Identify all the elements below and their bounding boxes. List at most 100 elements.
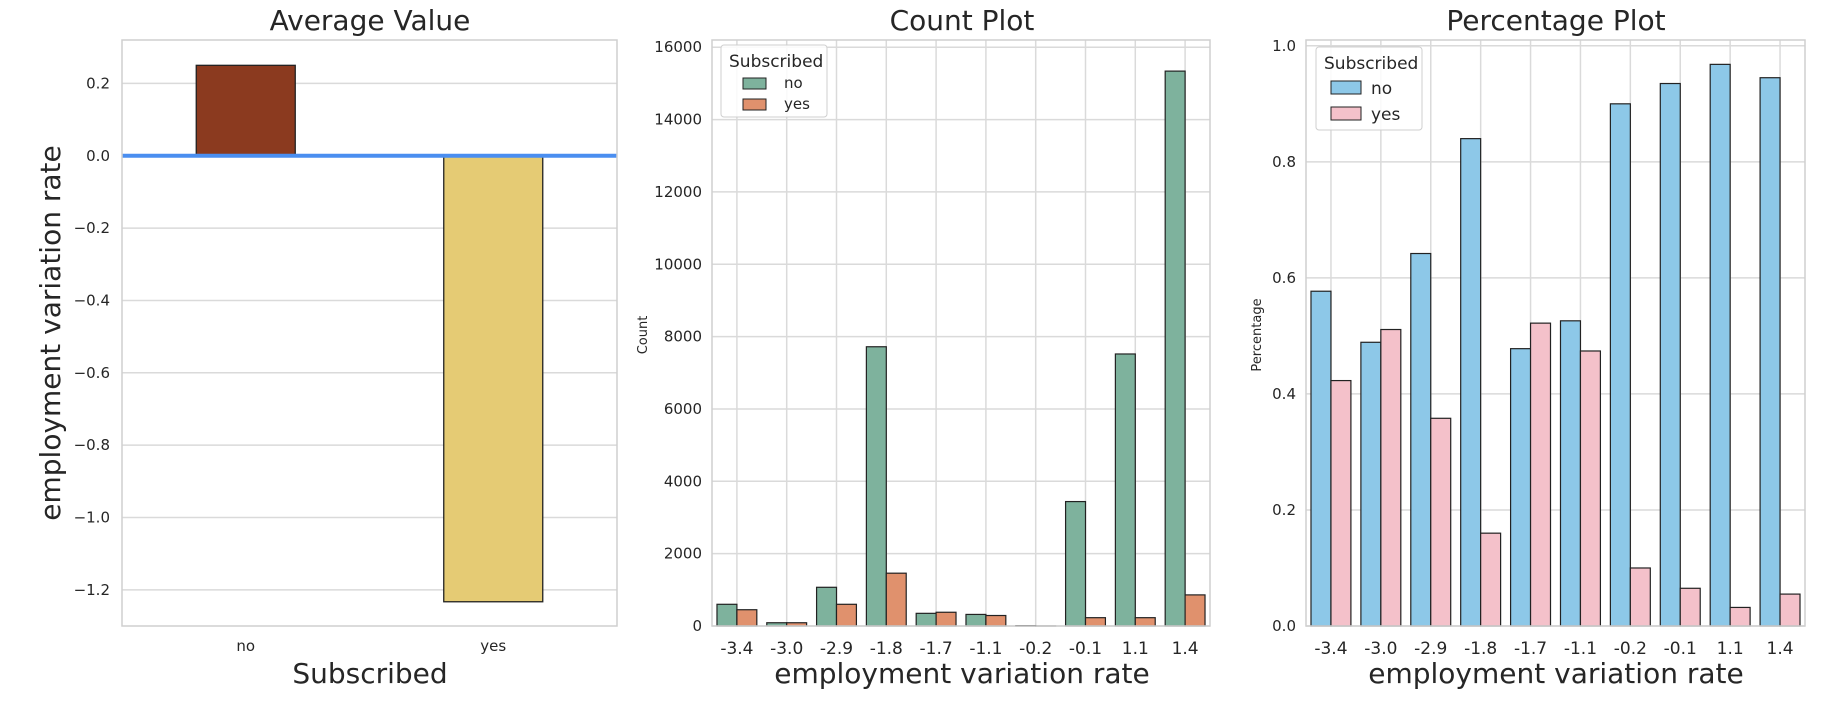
count-bar-yes	[986, 616, 1006, 626]
count-x-tick-label: -1.8	[870, 639, 903, 659]
count-bar-no	[966, 614, 986, 626]
pct-bar-no	[1560, 321, 1580, 626]
count-legend-label-no: no	[784, 74, 803, 92]
pct-legend-label-no: no	[1371, 79, 1392, 99]
avg-y-tick-label: −0.6	[74, 364, 110, 382]
count-x-tick-label: -0.2	[1019, 639, 1052, 659]
count-y-tick-label: 12000	[654, 183, 702, 201]
count-y-tick-label: 16000	[654, 38, 702, 56]
pct-x-tick-label: -0.1	[1664, 639, 1697, 659]
count-legend-swatch-no	[743, 78, 766, 89]
pct-y-tick-label: 1.0	[1272, 37, 1296, 55]
pct-x-tick-label: -0.2	[1614, 639, 1647, 659]
count-bar-yes	[1185, 595, 1205, 626]
count-bar-no	[1066, 502, 1086, 626]
average-value-bars	[122, 65, 617, 601]
count-bar-no	[717, 604, 737, 626]
pct-bar-yes	[1381, 330, 1401, 626]
average-value-x-ticks: no yes	[236, 637, 506, 655]
count-bar-no	[866, 347, 886, 626]
avg-x-tick-label: yes	[480, 637, 506, 655]
pct-bar-no	[1710, 64, 1730, 626]
percentage-plot-title: Percentage Plot	[1446, 4, 1665, 37]
pct-x-tick-label: 1.1	[1717, 639, 1744, 659]
pct-y-tick-label: 0.8	[1272, 153, 1296, 171]
percentage-plot-x-label: employment variation rate	[1368, 657, 1743, 690]
average-value-title: Average Value	[270, 4, 471, 37]
average-value-y-label: employment variation rate	[34, 145, 67, 520]
pct-bar-no	[1461, 139, 1481, 626]
count-bar-yes	[1086, 618, 1106, 626]
count-plot-bars	[717, 71, 1205, 626]
count-bar-yes	[837, 604, 857, 626]
pct-x-tick-label: -3.4	[1314, 639, 1347, 659]
count-x-tick-label: 1.4	[1172, 639, 1199, 659]
pct-bar-no	[1311, 291, 1331, 626]
pct-bar-yes	[1680, 588, 1700, 626]
percentage-plot-bars	[1311, 64, 1800, 626]
avg-y-tick-label: −0.2	[74, 219, 110, 237]
count-plot-x-label: employment variation rate	[774, 657, 1149, 690]
percentage-plot-legend: Subscribed no yes	[1316, 47, 1422, 130]
average-value-y-ticks: 0.20.0−0.2−0.4−0.6−0.8−1.0−1.2	[74, 74, 110, 598]
pct-bar-no	[1610, 104, 1630, 626]
pct-bar-yes	[1531, 323, 1551, 626]
pct-legend-swatch-no	[1331, 81, 1361, 94]
pct-x-tick-label: 1.4	[1767, 639, 1794, 659]
pct-bar-no	[1361, 342, 1381, 626]
count-y-tick-label: 0	[692, 617, 702, 635]
average-value-x-label: Subscribed	[292, 657, 447, 690]
count-bar-no	[1165, 71, 1185, 626]
pct-bar-yes	[1431, 418, 1451, 626]
percentage-plot-y-label: Percentage	[1250, 298, 1265, 371]
percentage-plot-panel: 0.00.20.40.60.81.0 -3.4-3.0-2.9-1.8-1.7-…	[1250, 4, 1805, 690]
count-y-tick-label: 6000	[664, 400, 702, 418]
count-y-tick-label: 2000	[664, 545, 702, 563]
count-legend-label-yes: yes	[784, 95, 810, 113]
percentage-plot-y-ticks: 0.0 0.2 0.4 0.6 0.8 1.0	[1272, 37, 1296, 635]
count-x-tick-label: -1.1	[969, 639, 1002, 659]
pct-y-tick-label: 0.0	[1272, 617, 1296, 635]
pct-bar-yes	[1730, 607, 1750, 626]
avg-bar-yes	[444, 156, 543, 602]
avg-x-tick-label: no	[236, 637, 255, 655]
count-bar-no	[1115, 354, 1135, 626]
pct-legend-title: Subscribed	[1324, 54, 1418, 74]
count-legend-title: Subscribed	[729, 52, 823, 72]
count-y-tick-label: 4000	[664, 472, 702, 490]
count-bar-yes	[737, 610, 757, 626]
avg-y-tick-label: −0.8	[74, 436, 110, 454]
count-x-tick-label: -1.7	[920, 639, 953, 659]
pct-y-tick-label: 0.6	[1272, 269, 1296, 287]
pct-y-tick-label: 0.2	[1272, 501, 1296, 519]
pct-bar-yes	[1780, 594, 1800, 626]
count-x-tick-label: -3.4	[720, 639, 753, 659]
count-plot-title: Count Plot	[890, 4, 1035, 37]
pct-x-tick-label: -1.8	[1464, 639, 1497, 659]
pct-bar-yes	[1580, 351, 1600, 626]
pct-x-tick-label: -1.1	[1564, 639, 1597, 659]
count-bar-yes	[936, 612, 956, 626]
count-bar-yes	[1135, 618, 1155, 626]
count-plot-y-label: Count	[636, 316, 651, 355]
pct-bar-no	[1411, 254, 1431, 626]
avg-y-tick-label: 0.2	[86, 74, 110, 92]
count-x-tick-label: -2.9	[820, 639, 853, 659]
avg-y-tick-label: 0.0	[86, 147, 110, 165]
pct-y-tick-label: 0.4	[1272, 385, 1296, 403]
count-x-tick-label: -0.1	[1069, 639, 1102, 659]
avg-y-tick-label: −1.2	[74, 581, 110, 599]
avg-y-tick-label: −1.0	[74, 508, 110, 526]
count-bar-no	[916, 613, 936, 626]
count-x-tick-label: -3.0	[770, 639, 803, 659]
count-plot-legend: Subscribed no yes	[721, 45, 827, 117]
pct-legend-label-yes: yes	[1371, 105, 1401, 125]
pct-bar-yes	[1331, 381, 1351, 626]
